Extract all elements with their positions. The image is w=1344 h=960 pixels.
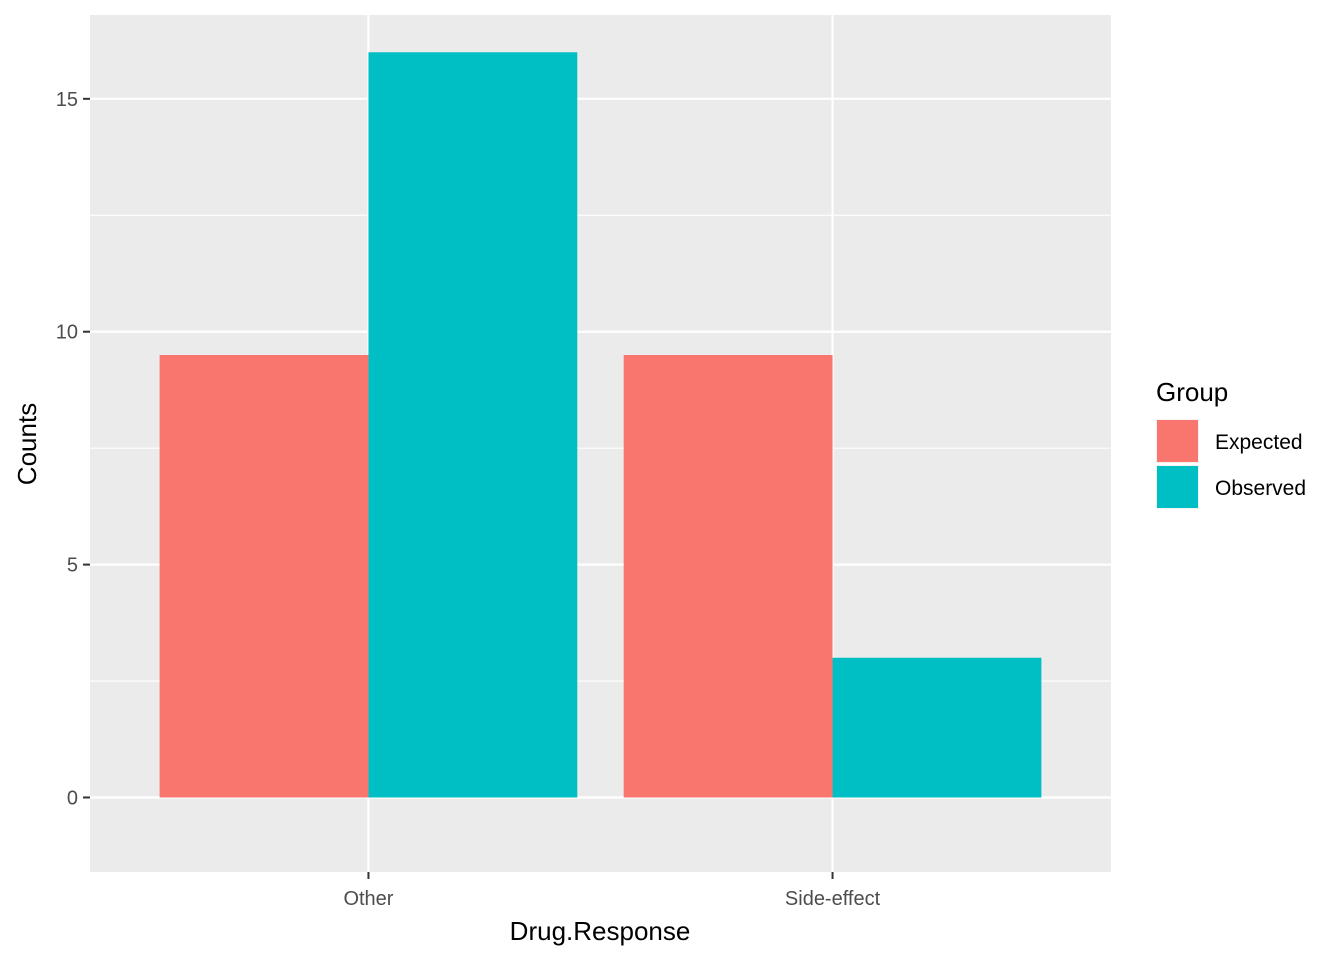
legend-key-expected xyxy=(1157,420,1198,462)
bar-expected-other xyxy=(159,355,369,798)
x-axis-title: Drug.Response xyxy=(510,916,691,946)
bar-observed-other xyxy=(368,52,578,798)
legend-label: Expected xyxy=(1215,431,1303,454)
y-tick-label: 0 xyxy=(67,787,78,809)
legend-key-observed xyxy=(1157,466,1198,508)
bars xyxy=(159,52,1042,798)
bar-observed-side-effect xyxy=(832,657,1042,798)
y-tick-label: 15 xyxy=(56,89,78,111)
bar-expected-side-effect xyxy=(623,355,833,798)
y-tick-label: 5 xyxy=(67,555,78,577)
legend-label: Observed xyxy=(1215,477,1306,500)
y-axis-title: Counts xyxy=(12,403,42,485)
y-axis: 0 5 10 15 xyxy=(56,89,90,809)
legend-title: Group xyxy=(1156,377,1228,407)
x-tick-label: Other xyxy=(343,888,393,910)
y-tick-label: 10 xyxy=(56,322,78,344)
x-tick-label: Side-effect xyxy=(785,888,881,910)
legend: Group Expected Observed xyxy=(1156,377,1306,509)
x-axis: Other Side-effect xyxy=(343,872,881,910)
